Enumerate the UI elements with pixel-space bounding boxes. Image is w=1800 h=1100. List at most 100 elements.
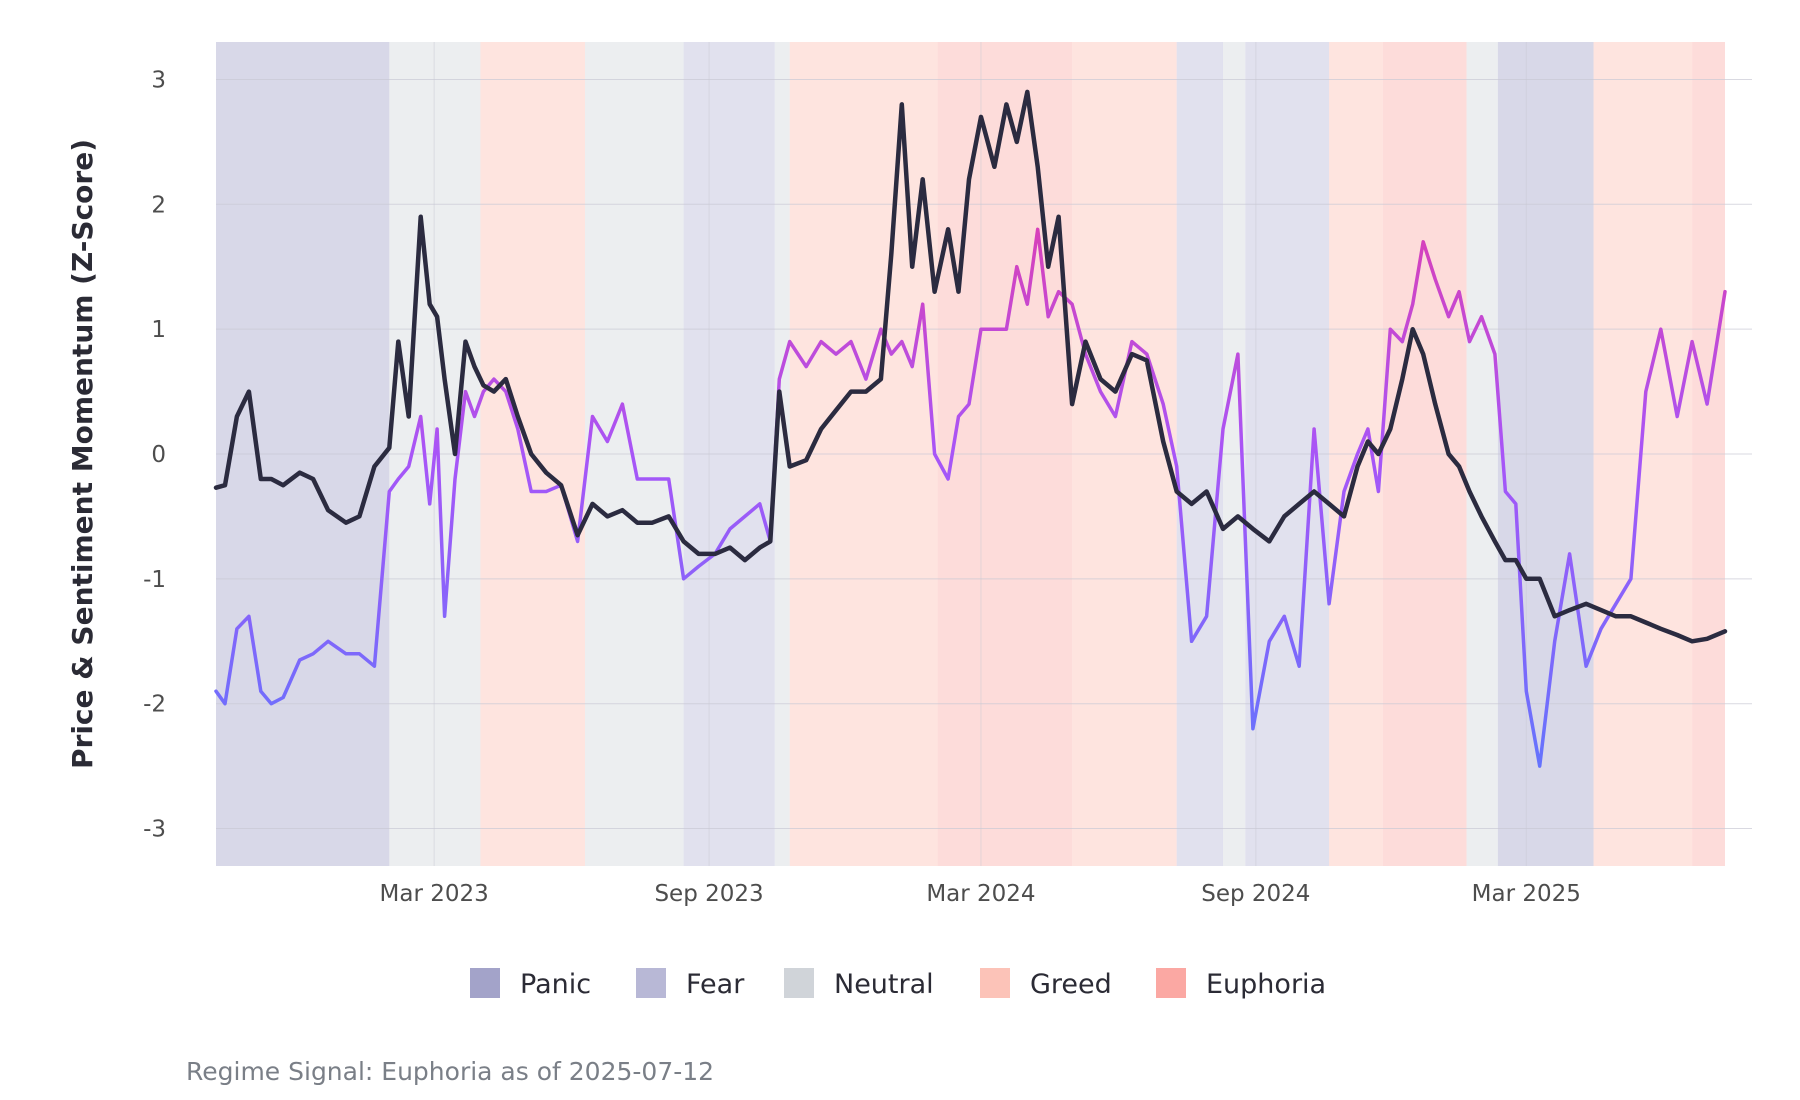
sentiment-point — [890, 353, 892, 355]
sentiment-point — [1099, 390, 1101, 392]
price-point — [1515, 559, 1517, 561]
price-point — [1237, 515, 1239, 517]
price-point — [820, 428, 822, 430]
price-point — [1377, 453, 1379, 455]
price-point — [436, 315, 438, 317]
price-point — [388, 447, 390, 449]
price-point — [697, 553, 699, 555]
price-point — [1706, 638, 1708, 640]
sentiment-point — [282, 696, 284, 698]
legend-item-fear: Fear — [636, 968, 745, 1000]
price-point — [1389, 428, 1391, 430]
price-point — [714, 553, 716, 555]
sentiment-point — [408, 465, 410, 467]
price-point — [373, 465, 375, 467]
sentiment-point — [1328, 603, 1330, 605]
sentiment-point — [419, 415, 421, 417]
sentiment-point — [1377, 490, 1379, 492]
sentiment-point — [1005, 328, 1007, 330]
sentiment-point — [1645, 390, 1647, 392]
sentiment-point — [980, 328, 982, 330]
sentiment-point — [517, 428, 519, 430]
price-point — [1401, 378, 1403, 380]
price-point — [1047, 266, 1049, 268]
price-point — [473, 365, 475, 367]
sentiment-point — [473, 415, 475, 417]
sentiment-point — [729, 528, 731, 530]
sentiment-point — [1190, 640, 1192, 642]
price-point — [769, 540, 771, 542]
sentiment-point — [865, 378, 867, 380]
price-point — [1568, 609, 1570, 611]
price-point — [1539, 578, 1541, 580]
x-axis-ticks: Mar 2023 Sep 2023 Mar 2024 Sep 2024 Mar 2025 — [380, 881, 1581, 907]
sentiment-point — [464, 390, 466, 392]
price-line — [213, 89, 1728, 644]
price-point — [1447, 453, 1449, 455]
legend-swatch — [980, 968, 1010, 998]
y-tick-label: 1 — [151, 317, 166, 343]
price-point — [1283, 515, 1285, 517]
sentiment-point — [493, 378, 495, 380]
price-point — [312, 478, 314, 480]
legend-swatch — [784, 968, 814, 998]
sentiment-point — [1458, 290, 1460, 292]
price-point — [789, 465, 791, 467]
sentiment-point — [1071, 303, 1073, 305]
sentiment-point — [697, 565, 699, 567]
sentiment-point — [270, 702, 272, 704]
sentiment-line — [214, 227, 1727, 768]
sentiment-point — [1298, 665, 1300, 667]
sentiment-point — [1222, 428, 1224, 430]
sentiment-point — [248, 615, 250, 617]
sentiment-point — [805, 365, 807, 367]
price-point — [1205, 490, 1207, 492]
sentiment-point — [1447, 315, 1449, 317]
price-point — [1343, 515, 1345, 517]
sentiment-point — [505, 390, 507, 392]
sentiment-point — [1600, 628, 1602, 630]
sentiment-point — [358, 653, 360, 655]
price-point — [545, 472, 547, 474]
y-tick-label: 3 — [151, 67, 166, 93]
sentiment-point — [428, 503, 430, 505]
price-point — [1114, 390, 1116, 392]
y-tick-label: 2 — [151, 192, 166, 218]
sentiment-point — [443, 615, 445, 617]
price-point — [454, 453, 456, 455]
price-point — [1146, 359, 1148, 361]
sentiment-point — [1283, 615, 1285, 617]
y-axis-label: Price & Sentiment Momentum (Z-Score) — [66, 139, 99, 769]
price-point — [464, 340, 466, 342]
sentiment-point — [636, 478, 638, 480]
sentiment-point — [1412, 303, 1414, 305]
price-point — [1600, 609, 1602, 611]
price-point — [408, 415, 410, 417]
price-point — [270, 478, 272, 480]
price-point — [1585, 603, 1587, 605]
price-point — [1252, 528, 1254, 530]
sentiment-point — [682, 578, 684, 580]
sentiment-point — [880, 328, 882, 330]
sentiment-point — [1146, 353, 1148, 355]
price-point — [517, 415, 519, 417]
sentiment-point — [1367, 428, 1369, 430]
price-point — [744, 559, 746, 561]
price-point — [880, 378, 882, 380]
sentiment-point — [1691, 340, 1693, 342]
price-point — [1480, 515, 1482, 517]
price-point — [921, 178, 923, 180]
price-point — [1422, 353, 1424, 355]
legend-swatch — [636, 968, 666, 998]
sentiment-point — [1706, 403, 1708, 405]
sentiment-point — [1468, 340, 1470, 342]
legend-swatch — [470, 968, 500, 998]
x-tick-label: Sep 2024 — [1201, 881, 1310, 907]
sentiment-point — [1539, 765, 1541, 767]
price-point — [835, 409, 837, 411]
price-point — [778, 390, 780, 392]
sentiment-point — [1494, 353, 1496, 355]
sentiment-point — [1057, 290, 1059, 292]
price-point — [560, 484, 562, 486]
price-point — [957, 290, 959, 292]
